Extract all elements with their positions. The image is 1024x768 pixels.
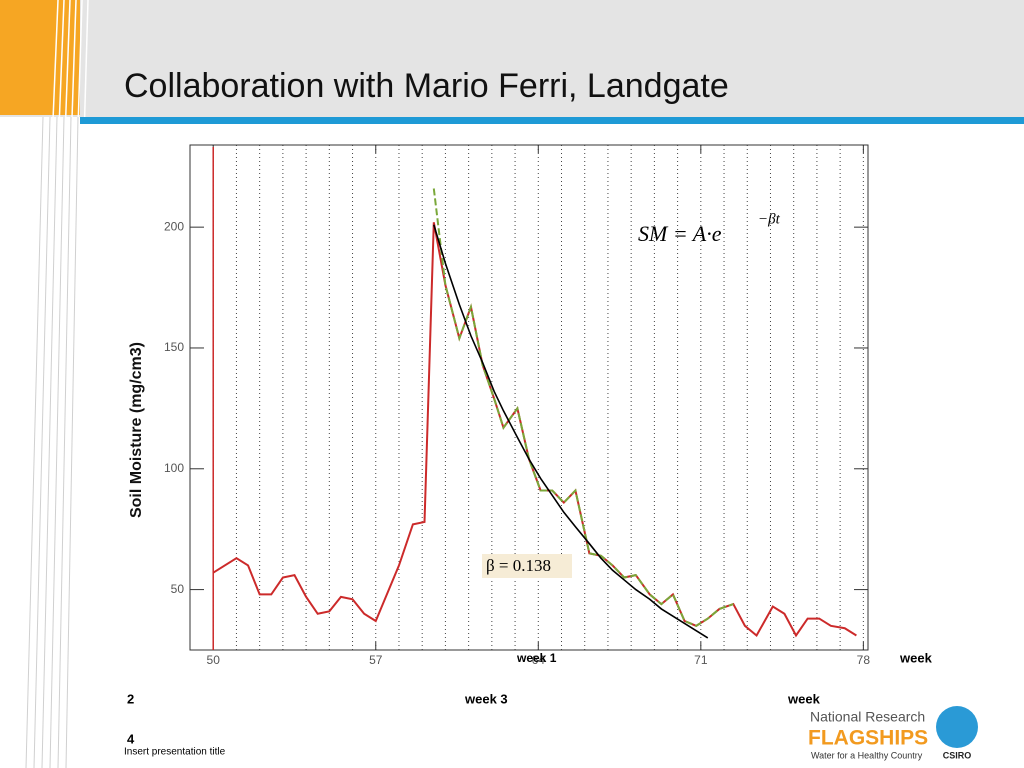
equation: SM = A·e — [638, 221, 722, 246]
x-tick-label: 64 — [532, 653, 546, 667]
x-tick-label: 71 — [694, 653, 708, 667]
x-tick-label: 50 — [207, 653, 221, 667]
x-tick-label: 57 — [369, 653, 383, 667]
series-line — [432, 188, 734, 627]
stripes — [25, 0, 89, 768]
plot-frame — [189, 144, 869, 651]
slide-title: Collaboration with Mario Ferri, Landgate — [124, 67, 729, 105]
footer: Insert presentation title — [124, 747, 226, 758]
chart-panel — [120, 124, 873, 680]
y-axis-label: Soil Moisture (mg/cm3) — [128, 342, 145, 518]
stripes-lower — [25, 116, 79, 768]
logo-flagships: FLAGSHIPS — [808, 727, 928, 750]
blue-rule — [80, 117, 1024, 124]
week-label: 4 — [127, 731, 135, 746]
week-label: week — [899, 650, 933, 665]
csiro-logo — [936, 706, 978, 748]
logo-line: National Research — [810, 709, 925, 725]
logo-org: CSIRO — [943, 750, 972, 760]
week-label: week — [787, 691, 821, 706]
x-tick-label: 78 — [857, 653, 871, 667]
header-band — [0, 0, 1024, 117]
week-label: week 1 — [516, 651, 557, 665]
y-tick-label: 100 — [164, 461, 184, 475]
y-tick-label: 200 — [164, 219, 184, 233]
chart: 50 57 64 71 78 50 100 150 200 Soil Moisture (mg/c… — [128, 144, 871, 667]
y-tick-label: 50 — [171, 582, 185, 596]
week-label: 2 — [127, 691, 134, 706]
week-label: week 3 — [464, 691, 508, 706]
series-line — [433, 224, 709, 639]
equation-exponent: −βt — [758, 211, 781, 227]
beta-box — [482, 554, 572, 578]
y-tick-label: 150 — [164, 340, 184, 354]
logo-line: Water for a Healthy Country — [811, 750, 923, 760]
beta-label: β = 0.138 — [486, 556, 551, 575]
